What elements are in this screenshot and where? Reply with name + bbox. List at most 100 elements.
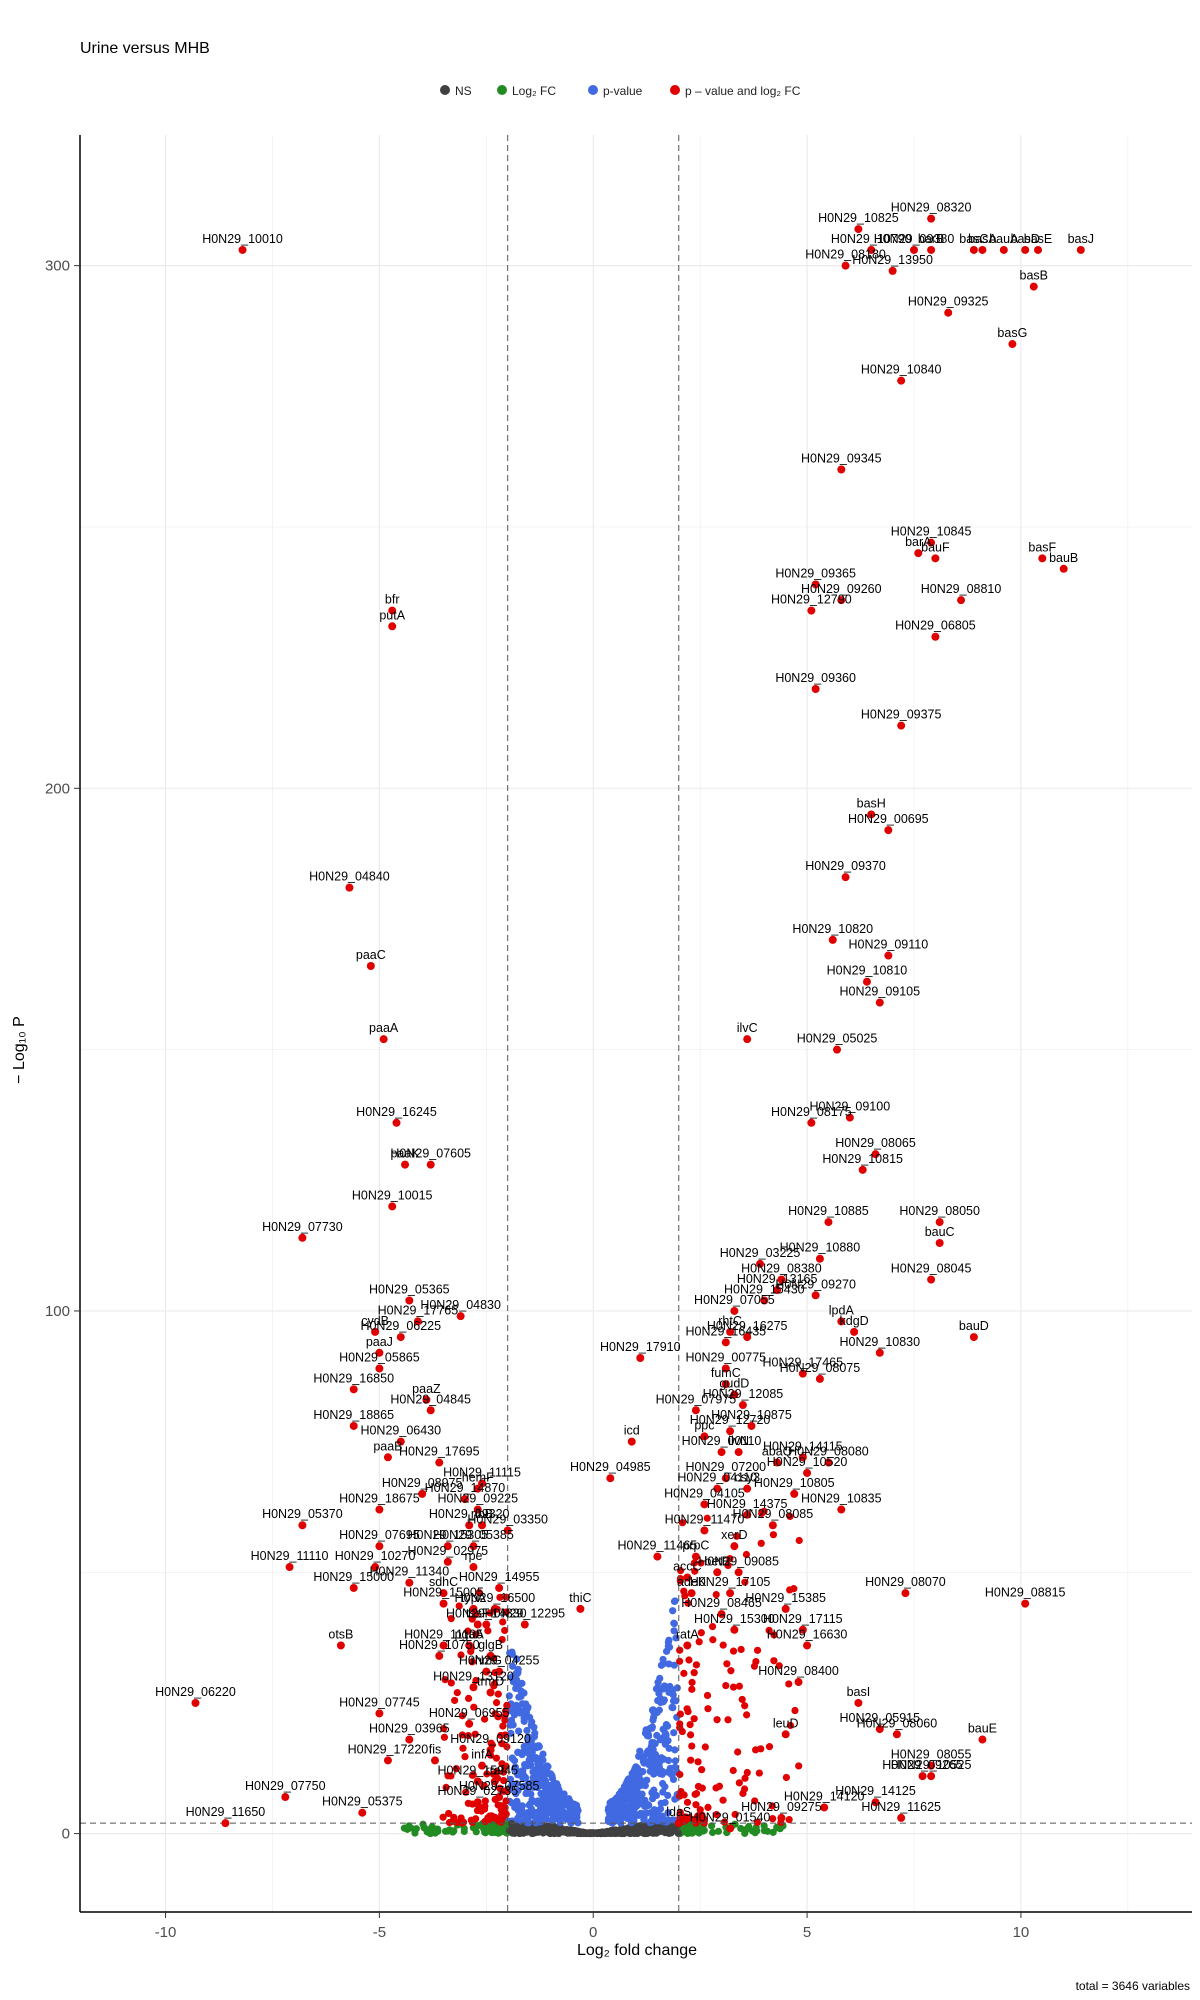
- background-point: [650, 1786, 658, 1794]
- point-H0N29_10830: [875, 1348, 884, 1357]
- label-H0N29_03225: H0N29_03225: [720, 1246, 801, 1260]
- background-point: [628, 1801, 636, 1809]
- background-point: [641, 1802, 649, 1811]
- background-point: [727, 1667, 735, 1675]
- label-H0N29_06220: H0N29_06220: [155, 1685, 236, 1699]
- point-H0N29_09105: [875, 998, 884, 1007]
- legend-swatch-1: [497, 85, 507, 95]
- background-point: [720, 1818, 729, 1826]
- background-point: [480, 1781, 488, 1790]
- background-point: [644, 1730, 653, 1739]
- point-gudD: [730, 1390, 739, 1399]
- point-H0N29_11650: [221, 1819, 230, 1828]
- point-H0N29_07745: [375, 1709, 384, 1718]
- point-rpe: [469, 1563, 478, 1572]
- label-paaC: paaC: [356, 948, 386, 962]
- background-point: [513, 1676, 521, 1684]
- point-H0N29_06805: [931, 632, 940, 641]
- point-betB: [713, 1568, 722, 1577]
- label-H0N29_10750: H0N29_10750: [399, 1638, 480, 1652]
- x-tick-label: 10: [1013, 1924, 1030, 1941]
- background-point: [735, 1779, 743, 1787]
- label-H0N29_01540: H0N29_01540: [690, 1810, 771, 1824]
- point-H0N29_06955: [465, 1719, 474, 1728]
- point-H0N29_09275: [777, 1813, 786, 1822]
- point-H0N29_10750: [435, 1651, 444, 1660]
- label-H0N29_00695: H0N29_00695: [848, 812, 929, 826]
- label-H0N29_05025: H0N29_05025: [797, 1032, 878, 1046]
- background-point: [663, 1722, 672, 1730]
- background-point: [769, 1815, 777, 1823]
- background-point: [751, 1797, 759, 1805]
- label-H0N29_06225: H0N29_06225: [360, 1319, 441, 1333]
- background-point: [590, 1829, 599, 1837]
- background-point: [773, 1824, 781, 1832]
- background-point: [682, 1813, 690, 1821]
- label-H0N29_17105: H0N29_17105: [690, 1575, 771, 1589]
- background-point: [758, 1509, 766, 1518]
- label-basC: basC: [959, 232, 988, 246]
- point-H0N29_10525: [927, 1772, 936, 1781]
- point-ratA: [683, 1641, 692, 1650]
- point-H0N29_15000: [349, 1583, 358, 1592]
- cutoff-lines: [80, 135, 1192, 1912]
- background-point: [649, 1708, 658, 1716]
- background-point: [683, 1798, 692, 1806]
- background-point: [480, 1715, 489, 1723]
- point-fis: [430, 1756, 439, 1765]
- label-H0N29_08175: H0N29_08175: [771, 1105, 852, 1119]
- background-point: [467, 1647, 475, 1656]
- label-putA: putA: [379, 608, 405, 622]
- label-H0N29_13950: H0N29_13950: [852, 253, 933, 267]
- background-point: [714, 1827, 722, 1835]
- background-point: [685, 1656, 693, 1664]
- label-fis: fis: [429, 1742, 442, 1756]
- label-H0N29_15005: H0N29_15005: [403, 1586, 484, 1600]
- background-point: [722, 1681, 730, 1690]
- label-rhtC: rhtC: [718, 1314, 742, 1328]
- label-H0N29_12295: H0N29_12295: [484, 1607, 565, 1621]
- background-point: [468, 1615, 476, 1623]
- background-point: [460, 1824, 468, 1833]
- point-H0N29_05370: [298, 1521, 307, 1530]
- background-point: [661, 1829, 669, 1837]
- background-point: [515, 1693, 523, 1701]
- background-point: [439, 1724, 448, 1733]
- background-point: [445, 1826, 454, 1834]
- background-point: [541, 1813, 550, 1821]
- background-point: [726, 1555, 734, 1563]
- label-H0N29_10840: H0N29_10840: [861, 363, 942, 377]
- point-H0N29_00110: [717, 1448, 726, 1457]
- point-H0N29_10815: [858, 1165, 867, 1174]
- background-point: [490, 1682, 498, 1690]
- label-bauA: bauA: [989, 232, 1019, 246]
- background-point: [535, 1817, 543, 1825]
- label-ppc: ppc: [694, 1418, 714, 1432]
- background-point: [459, 1744, 467, 1752]
- point-H0N29_10010: [238, 245, 247, 254]
- label-H0N29_13165: H0N29_13165: [737, 1272, 818, 1286]
- point-H0N29_15005: [439, 1599, 448, 1608]
- background-point: [458, 1712, 466, 1720]
- background-point: [688, 1678, 696, 1687]
- label-tssF: tssF: [466, 1607, 490, 1621]
- x-tick-label: -5: [373, 1924, 386, 1941]
- point-paaA: [379, 1035, 388, 1044]
- background-point: [694, 1782, 703, 1791]
- background-point: [724, 1716, 732, 1724]
- point-bauC: [935, 1239, 944, 1248]
- point-H0N29_09360: [811, 685, 820, 694]
- background-point: [709, 1636, 717, 1644]
- point-bauD: [969, 1333, 978, 1342]
- label-H0N29_10875: H0N29_10875: [711, 1408, 792, 1422]
- point-H0N29_13165: [773, 1286, 782, 1295]
- label-H0N29_10805: H0N29_10805: [754, 1476, 835, 1490]
- background-point: [498, 1635, 506, 1644]
- label-H0N29_07730: H0N29_07730: [262, 1220, 343, 1234]
- point-H0N29_07055: [730, 1306, 739, 1315]
- point-H0N29_09320: [465, 1521, 474, 1530]
- background-point: [755, 1769, 763, 1777]
- background-point: [775, 1662, 783, 1670]
- label-H0N29_17765: H0N29_17765: [378, 1303, 459, 1317]
- background-point: [669, 1607, 677, 1615]
